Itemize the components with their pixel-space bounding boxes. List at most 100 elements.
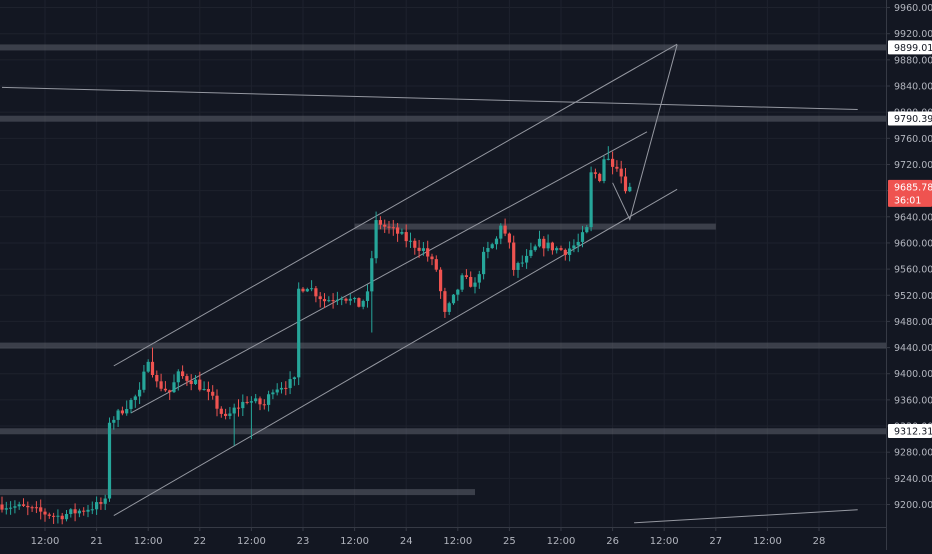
- candle-body: [86, 509, 90, 512]
- candle-body: [232, 407, 236, 414]
- candle: [529, 242, 533, 259]
- price-labels: 9899.01 9790.39 9685.78 36:01 9312.31: [888, 40, 932, 439]
- candle: [533, 244, 537, 252]
- candle-body: [52, 515, 56, 517]
- candle-body: [64, 514, 69, 520]
- candle: [95, 496, 99, 515]
- candle: [155, 370, 159, 388]
- candle: [546, 234, 550, 252]
- candle: [236, 399, 241, 417]
- candle-body: [125, 408, 129, 414]
- candle-body: [413, 240, 417, 248]
- price-axis[interactable]: 9200.009240.009280.009320.009360.009400.…: [886, 0, 932, 550]
- candle: [120, 406, 124, 416]
- candle: [292, 376, 296, 386]
- candle-body: [619, 168, 623, 177]
- price-tick-label: 9600.00: [894, 238, 932, 249]
- time-tick-label: 23: [297, 536, 310, 547]
- candle-body: [387, 226, 391, 228]
- candle-body: [258, 398, 262, 405]
- candle-body: [353, 298, 357, 300]
- candle-body: [13, 506, 17, 508]
- candle-body: [159, 381, 163, 389]
- candle-body: [21, 504, 26, 506]
- time-axis[interactable]: 12:00 21 12:00 22 12:00 23 12:00 24 12:00 25 12:00…: [0, 527, 886, 547]
- candle: [13, 500, 17, 514]
- time-tick-label: 28: [813, 536, 826, 547]
- candle: [219, 406, 223, 418]
- candle: [163, 381, 167, 392]
- candle: [623, 168, 628, 194]
- candle-body: [585, 227, 589, 233]
- candle: [142, 364, 146, 393]
- candle: [305, 287, 309, 293]
- price-tick-label: 9280.00: [894, 448, 932, 459]
- candle: [310, 280, 314, 292]
- candle: [138, 382, 142, 405]
- candle: [426, 240, 430, 262]
- candle-body: [434, 259, 438, 270]
- candle-body: [301, 288, 305, 292]
- candle-body: [615, 166, 619, 169]
- time-tick-label: 24: [400, 536, 413, 547]
- candle: [232, 403, 236, 446]
- candle-body: [374, 220, 378, 259]
- candle-body: [112, 419, 116, 423]
- candle: [26, 501, 30, 516]
- candle: [129, 398, 133, 414]
- candle-body: [241, 401, 245, 409]
- candle: [413, 238, 417, 255]
- candle: [43, 508, 47, 522]
- candle: [606, 146, 610, 161]
- candle-body: [163, 388, 167, 391]
- candle-body: [211, 391, 215, 396]
- candle-body: [219, 408, 223, 414]
- candle: [512, 235, 516, 276]
- candle-body: [150, 361, 155, 376]
- trend-line: [113, 188, 678, 517]
- candle-body: [327, 300, 331, 302]
- candle-body: [335, 299, 339, 301]
- candle: [361, 299, 365, 310]
- level-price-text: 9899.01: [894, 43, 932, 54]
- trend-line: [130, 131, 648, 414]
- candle-body: [103, 498, 107, 504]
- candle-body: [9, 507, 13, 509]
- time-tick-label: 27: [709, 536, 722, 547]
- price-tick-label: 9360.00: [894, 395, 932, 406]
- candle: [211, 385, 215, 400]
- candle-body: [533, 246, 537, 251]
- candle-body: [348, 298, 352, 301]
- candle: [56, 509, 60, 524]
- support-resistance-zones: [0, 44, 886, 496]
- candle: [224, 408, 228, 420]
- time-tick-label: 12:00: [134, 536, 163, 547]
- candle-body: [563, 249, 567, 255]
- candle: [559, 245, 563, 251]
- candle-body: [516, 263, 520, 270]
- candle: [52, 512, 56, 524]
- candle-body: [361, 300, 365, 307]
- candle-body: [133, 396, 137, 400]
- candle-body: [507, 233, 511, 243]
- candle: [331, 293, 335, 309]
- candle: [77, 508, 81, 518]
- level-price-label: [888, 424, 932, 439]
- candle-body: [408, 240, 413, 242]
- candle: [258, 396, 262, 411]
- candle: [249, 396, 253, 440]
- horizontal-zone: [0, 115, 886, 122]
- candle: [499, 223, 503, 245]
- candle: [86, 504, 90, 518]
- countdown-text: 36:01: [894, 195, 921, 206]
- trend-line: [113, 43, 678, 367]
- horizontal-zone: [0, 489, 475, 496]
- candle-body: [331, 300, 335, 302]
- candle: [60, 512, 64, 525]
- candle-body: [391, 227, 395, 229]
- candle: [460, 273, 464, 292]
- candle-body: [546, 242, 550, 249]
- level-price-label: [888, 40, 932, 55]
